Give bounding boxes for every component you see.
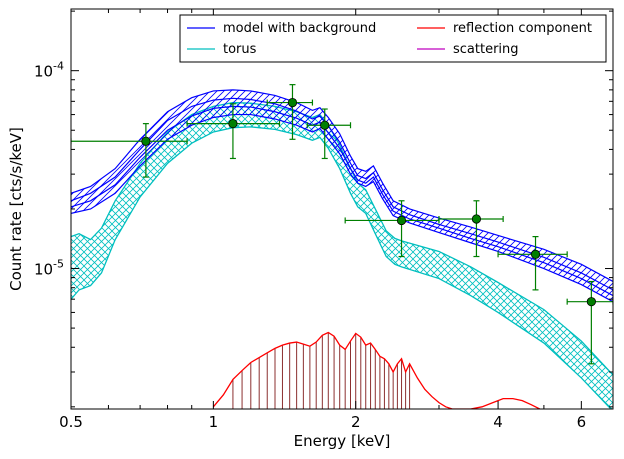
x-tick-label-1: 1 [209, 413, 219, 431]
model-curve-1 [71, 97, 613, 291]
x-tick-label-4: 6 [577, 413, 587, 431]
legend-label-scattering: scattering [453, 42, 519, 57]
data-marker [530, 249, 541, 259]
data-point-6 [497, 236, 568, 291]
data-point-2 [266, 84, 314, 140]
torus-band-fill [71, 102, 613, 409]
model-band [71, 89, 613, 303]
data-marker [320, 120, 330, 130]
plot-frame [70, 8, 614, 410]
plot-area [71, 84, 613, 409]
y-tick-label-1: 10-4 [34, 60, 64, 81]
reflection-component [212, 331, 541, 409]
model-curve-3 [71, 113, 613, 303]
data-points [71, 84, 613, 365]
data-point-7 [566, 280, 613, 365]
data-marker [228, 119, 238, 129]
data-point-1 [186, 103, 281, 160]
x-axis-label: Energy [keV] [294, 432, 391, 450]
legend-box [179, 14, 607, 63]
data-point-5 [438, 200, 504, 258]
data-point-4 [344, 200, 440, 258]
x-tick-label-2: 2 [351, 413, 361, 431]
x-tick-label-0: 0.5 [59, 413, 83, 431]
data-point-3 [306, 108, 352, 160]
legend-label-reflection: reflection component [453, 21, 592, 36]
data-marker [396, 215, 407, 226]
model-curve-2 [71, 105, 613, 297]
axis-ticks [70, 9, 614, 409]
data-marker [471, 214, 482, 224]
reflection-line [212, 331, 541, 409]
torus-band-lower [71, 126, 612, 409]
data-point-0 [71, 123, 188, 178]
legend: model with background reflection compone… [179, 14, 607, 63]
data-marker [141, 136, 151, 146]
axis-tick-labels: 0.5 1 2 4 6 10-5 10-4 [34, 60, 586, 431]
y-axis-label: Count rate [cts/s/keV] [7, 127, 25, 291]
model-band-fill [71, 89, 613, 302]
data-marker [287, 97, 298, 108]
legend-label-model: model with background [223, 21, 376, 36]
data-marker [586, 297, 596, 307]
y-tick-label-0: 10-5 [34, 258, 64, 279]
x-tick-label-3: 4 [493, 413, 503, 431]
legend-label-torus: torus [223, 42, 257, 57]
